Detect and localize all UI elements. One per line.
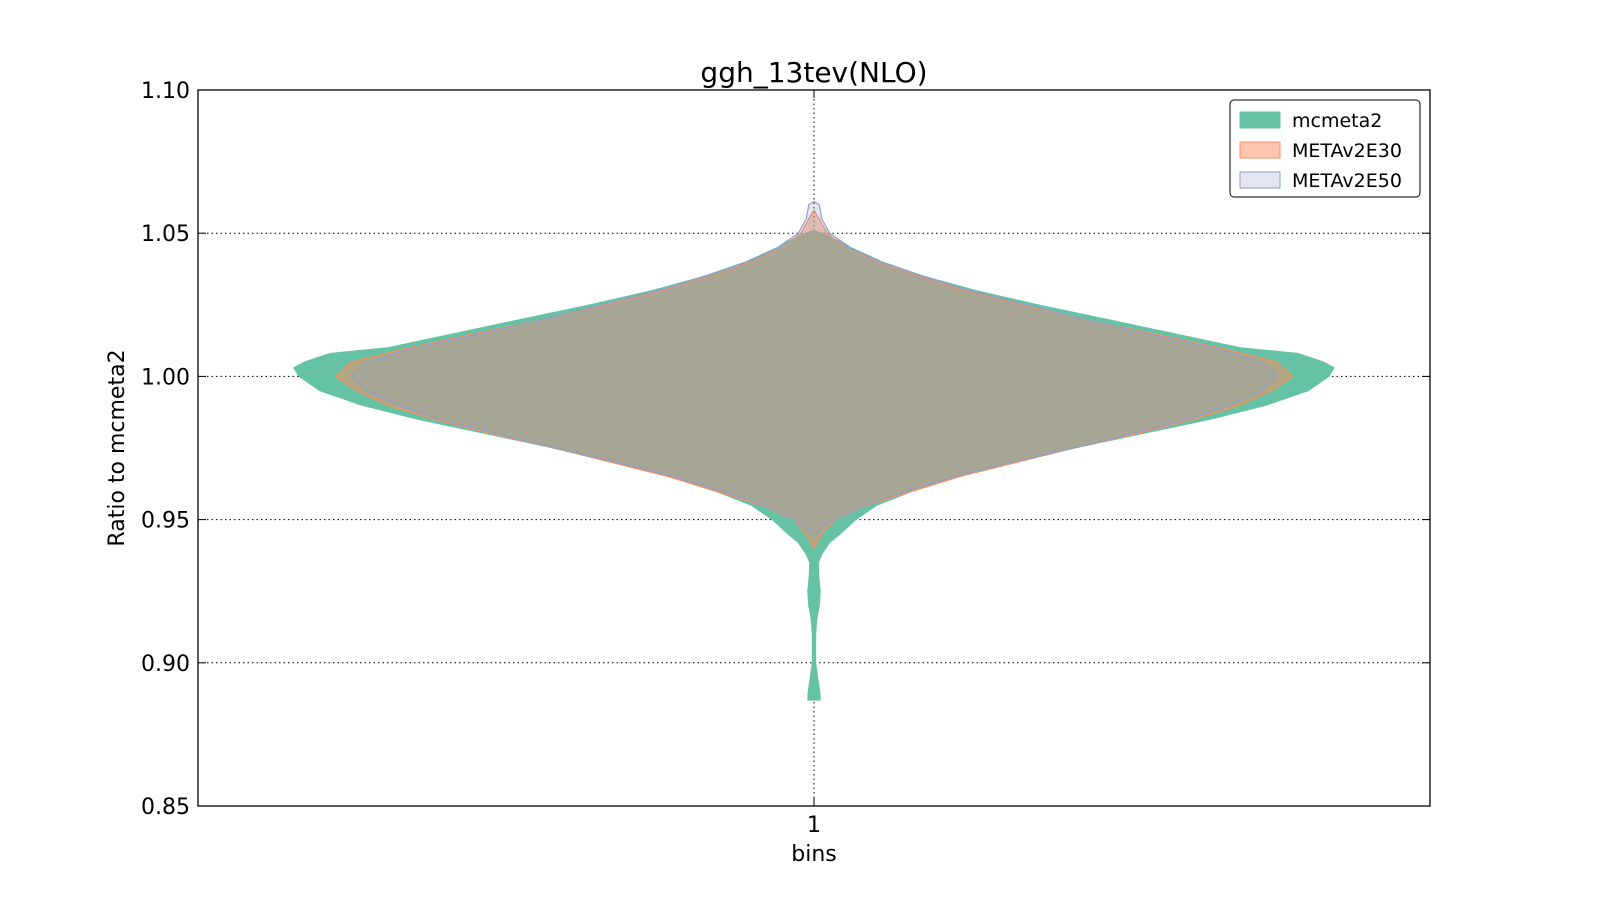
- y-tick-label: 0.95: [141, 509, 190, 534]
- violin-layer: [293, 201, 1335, 701]
- legend-label-mcmeta2: mcmeta2: [1292, 110, 1382, 132]
- legend-swatch-METAv2E30: [1239, 141, 1281, 159]
- violin-METAv2E30: [335, 209, 1293, 549]
- y-tick-label: 0.85: [141, 795, 190, 820]
- violin-METAv2E50: [350, 201, 1278, 538]
- legend-label-METAv2E50: METAv2E50: [1292, 170, 1402, 192]
- x-axis-label: bins: [791, 842, 836, 867]
- y-tick-label: 1.10: [141, 79, 190, 104]
- y-axis: 0.85 0.90 0.95 1.00 1.05 1.10: [141, 79, 1430, 820]
- legend: mcmeta2 METAv2E30 METAv2E50: [1229, 99, 1421, 198]
- y-tick-label: 1.00: [141, 365, 190, 390]
- chart-title: ggh_13tev(NLO): [700, 56, 927, 89]
- x-axis: 1: [807, 90, 821, 838]
- x-tick-label: 1: [807, 813, 821, 838]
- legend-swatch-METAv2E50: [1239, 171, 1281, 189]
- legend-label-METAv2E30: METAv2E30: [1292, 140, 1402, 162]
- legend-swatch-mcmeta2: [1239, 111, 1281, 129]
- y-tick-label: 1.05: [141, 222, 190, 247]
- y-tick-label: 0.90: [141, 652, 190, 677]
- y-axis-label: Ratio to mcmeta2: [105, 349, 130, 546]
